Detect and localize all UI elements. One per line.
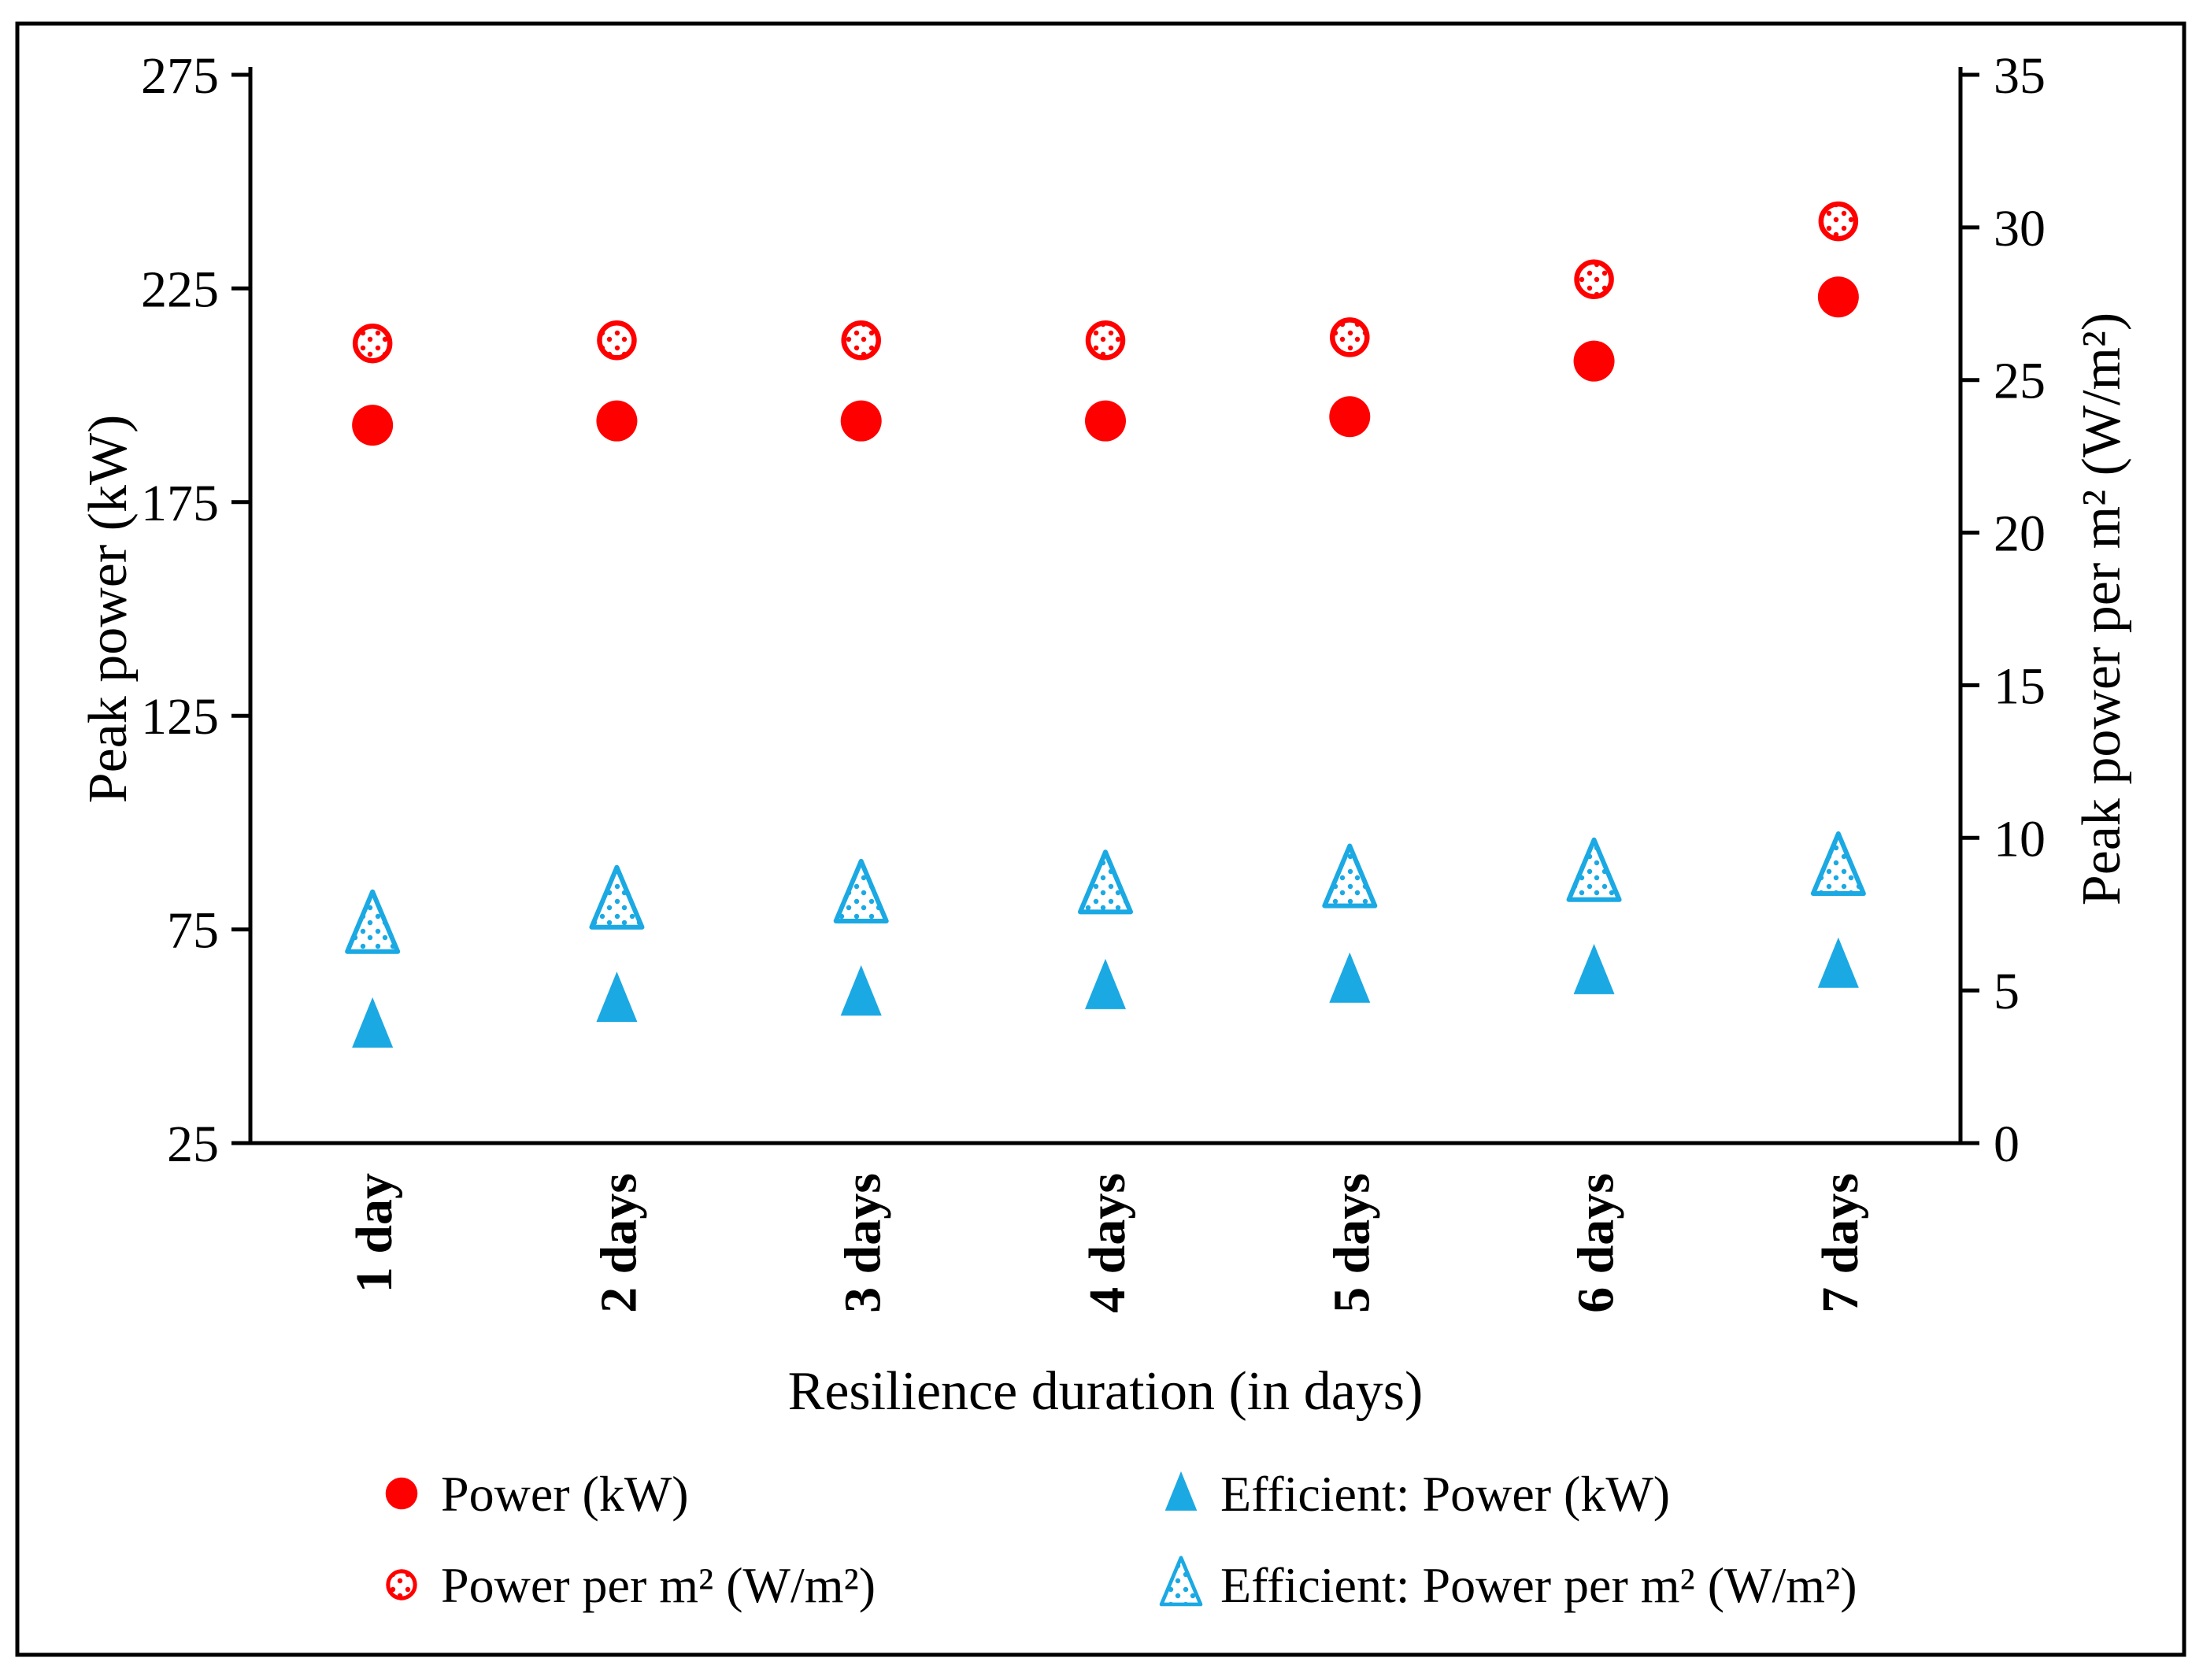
right-axis-tick-label: 25 — [1994, 353, 2046, 410]
figure-border — [15, 21, 2186, 1657]
legend-item-label: Efficient: Power (kW) — [1220, 1466, 1670, 1522]
right-axis-tick-label: 30 — [1994, 200, 2046, 257]
data-point-marker — [1566, 837, 1622, 902]
data-point-marker — [1329, 396, 1371, 438]
right-axis-tick-label: 15 — [1994, 657, 2046, 715]
left-axis-tick-label: 125 — [141, 688, 219, 746]
data-point-marker — [1810, 831, 1866, 897]
legend-marker — [1159, 1556, 1203, 1607]
data-point-marker — [841, 320, 881, 361]
data-point-marker — [1085, 320, 1126, 361]
legend-item-label: Power (kW) — [441, 1466, 689, 1522]
data-point-marker — [1817, 937, 1859, 988]
left-axis-tick-label: 225 — [141, 261, 219, 318]
figure-border-rect — [15, 21, 2186, 1657]
right-axis-tick-label: 10 — [1994, 810, 2046, 868]
left-axis-title: Peak power (kW) — [78, 415, 139, 804]
series-1 — [352, 276, 1859, 446]
right-axis: 35 30 25 20 15 10 5 0 Peak power per m² (W/m²) — [1958, 47, 2132, 1173]
data-point-marker — [596, 400, 638, 442]
x-category-label: 3 days — [835, 1173, 892, 1313]
data-point-marker — [1078, 849, 1133, 915]
data-point-marker — [352, 997, 394, 1048]
right-axis-tick-label: 0 — [1994, 1116, 2020, 1173]
data-point-marker — [352, 405, 394, 446]
x-category-label: 1 day — [346, 1173, 403, 1293]
legend-item: Efficient: Power (kW) — [1164, 1466, 1670, 1522]
left-axis-tick-label: 75 — [167, 902, 219, 960]
legend-item: Efficient: Power per m² (W/m²) — [1159, 1556, 1857, 1613]
x-axis: 1 day 2 days 3 days 4 days 5 days 6 days 7 day… — [250, 1141, 1962, 1422]
data-point-marker — [1573, 943, 1615, 994]
data-point-marker — [589, 864, 645, 930]
x-axis-title: Resilience duration (in days) — [788, 1361, 1424, 1422]
left-axis-tick-label: 25 — [167, 1116, 219, 1173]
series-2 — [352, 201, 1859, 364]
left-axis-tick-label: 175 — [141, 475, 219, 532]
legend: Power (kW) Efficient: Power (kW) Power per… — [385, 1466, 1857, 1613]
data-series — [345, 201, 1866, 1048]
data-point-marker — [1322, 843, 1378, 908]
legend-item-label: Efficient: Power per m² (W/m²) — [1220, 1557, 1857, 1613]
legend-marker — [385, 1477, 418, 1510]
legend-item-label: Power per m² (W/m²) — [441, 1557, 876, 1613]
x-category-label: 4 days — [1079, 1173, 1136, 1313]
series-4 — [345, 831, 1866, 954]
x-category-label: 5 days — [1323, 1173, 1380, 1313]
x-category-label: 6 days — [1568, 1173, 1625, 1313]
data-point-marker — [840, 965, 882, 1016]
left-axis: 275 225 175 125 75 25 Peak power (kW) — [78, 47, 253, 1173]
data-point-marker — [352, 323, 393, 364]
data-point-marker — [1818, 201, 1859, 242]
data-point-marker — [597, 320, 637, 361]
data-point-marker — [596, 971, 638, 1023]
right-axis-tick-label: 20 — [1994, 505, 2046, 563]
data-point-marker — [833, 858, 889, 923]
data-point-marker — [345, 889, 401, 954]
data-point-marker — [1817, 276, 1859, 318]
legend-item: Power per m² (W/m²) — [386, 1557, 876, 1613]
data-point-marker — [1085, 958, 1126, 1009]
x-category-label: 7 days — [1812, 1173, 1869, 1313]
legend-marker — [386, 1569, 417, 1600]
right-axis-title: Peak power per m² (W/m²) — [2072, 313, 2132, 905]
data-point-marker — [840, 400, 882, 442]
x-category-label: 2 days — [590, 1173, 647, 1313]
right-axis-tick-label: 35 — [1994, 47, 2046, 105]
data-point-marker — [1329, 952, 1371, 1003]
data-point-marker — [1573, 340, 1615, 382]
data-point-marker — [1085, 400, 1126, 442]
data-point-marker — [1330, 317, 1370, 357]
right-axis-tick-label: 5 — [1994, 963, 2020, 1020]
left-axis-tick-label: 275 — [141, 47, 219, 105]
legend-item: Power (kW) — [385, 1466, 689, 1522]
data-point-marker — [1574, 259, 1614, 300]
series-3 — [352, 937, 1859, 1048]
legend-marker — [1164, 1471, 1198, 1511]
